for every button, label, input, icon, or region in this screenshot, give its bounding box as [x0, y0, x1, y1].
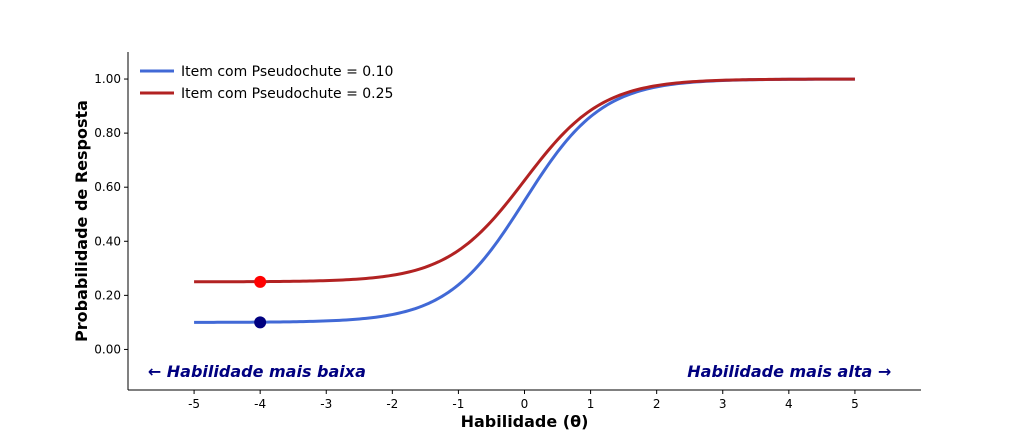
series-marker-0 [254, 316, 267, 329]
x-tick-label-5: 0 [521, 397, 529, 411]
marker-layer [254, 275, 267, 329]
axes [127, 52, 921, 391]
annotation-0: ← Habilidade mais baixa [148, 362, 366, 381]
y-tick-label-2: 0.40 [94, 234, 121, 248]
annotation-layer: ← Habilidade mais baixa Habilidade mais a… [148, 362, 891, 381]
x-tick-label-4: -1 [452, 397, 464, 411]
y-tick-label-1: 0.20 [94, 288, 121, 302]
x-tick-label-8: 3 [719, 397, 727, 411]
x-tick-label-6: 1 [587, 397, 595, 411]
series-marker-1 [254, 275, 267, 288]
y-tick-label-4: 0.80 [94, 126, 121, 140]
x-tick-label-0: -5 [188, 397, 200, 411]
legend: Item com Pseudochute = 0.10 Item com Pseu… [140, 64, 393, 102]
x-ticks: -5 -4 -3 -2 -1 0 1 2 3 4 5 [188, 390, 859, 411]
y-axis-title: Probabilidade de Resposta [72, 100, 91, 342]
y-tick-label-0: 0.00 [94, 342, 121, 356]
legend-label-1: Item com Pseudochute = 0.25 [181, 86, 393, 102]
y-tick-label-3: 0.60 [94, 180, 121, 194]
series-line-1 [194, 77, 855, 284]
series-layer [194, 77, 855, 324]
y-ticks: 0.00 0.20 0.40 0.60 0.80 1.00 [94, 72, 128, 356]
x-tick-label-10: 5 [851, 397, 859, 411]
y-tick-label-5: 1.00 [94, 72, 121, 86]
x-tick-label-2: -3 [320, 397, 332, 411]
series-line-0 [194, 77, 855, 324]
x-tick-label-1: -4 [254, 397, 266, 411]
legend-label-0: Item com Pseudochute = 0.10 [181, 64, 393, 80]
annotation-1: Habilidade mais alta → [687, 362, 891, 381]
x-tick-label-9: 4 [785, 397, 793, 411]
x-tick-label-7: 2 [653, 397, 661, 411]
x-axis-title: Habilidade (θ) [461, 412, 589, 431]
x-tick-label-3: -2 [386, 397, 398, 411]
